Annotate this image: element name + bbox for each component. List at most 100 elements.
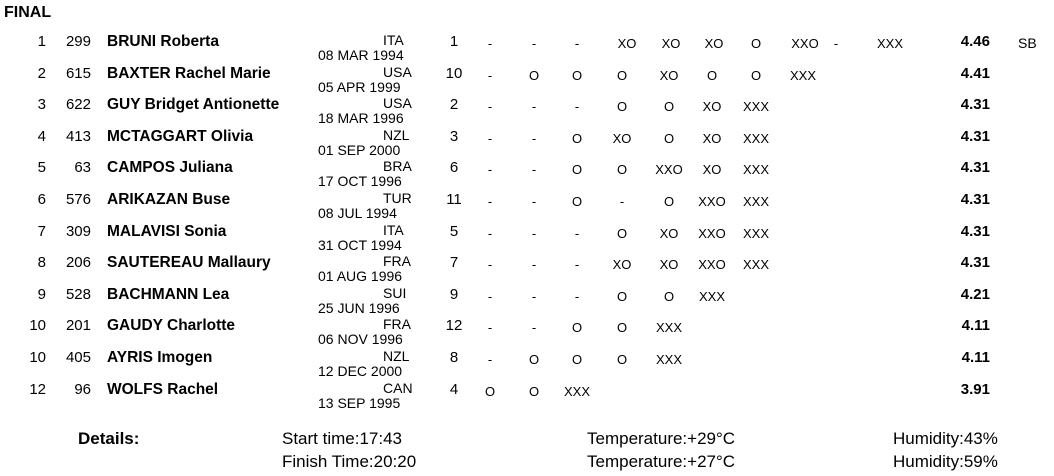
order-cell: 5 xyxy=(449,223,459,240)
rank-cell: 9 xyxy=(37,286,46,303)
start-time: Start time:17:43 xyxy=(282,429,403,448)
attempt-cell: XXO xyxy=(698,194,726,209)
attempt-cell: XXX xyxy=(698,289,725,304)
table-row: 1 299 BRUNI Roberta 08 MAR 1994 ITA 1 - - - - XO XO… xyxy=(0,32,1054,64)
attempt-cell: O xyxy=(571,352,583,367)
attempt-cell: XO xyxy=(659,226,679,241)
attempt-cell: - xyxy=(574,99,580,114)
attempt-cell: XO xyxy=(702,162,722,177)
details-label: Details: xyxy=(78,429,140,448)
athlete-name: BAXTER Rachel Marie xyxy=(107,65,271,82)
mark-cell: 3.91 xyxy=(960,381,990,398)
attempt-cell: O xyxy=(616,162,628,177)
attempt-cell: XXX xyxy=(563,384,590,399)
rank-cell: 5 xyxy=(37,159,46,176)
rank-cell: 3 xyxy=(37,96,46,113)
bib-cell: 309 xyxy=(65,223,91,240)
athlete-name: GUY Bridget Antionette xyxy=(107,96,280,113)
date-of-birth: 01 SEP 2000 xyxy=(318,142,401,158)
table-row: 12 96 WOLFS Rachel 13 SEP 1995 CAN 4 O O XXX 3.91 xyxy=(0,380,1054,412)
attempt-cell: - xyxy=(574,226,580,241)
bib-cell: 413 xyxy=(65,128,91,145)
attempt-cell: - xyxy=(487,131,493,146)
attempt-cell: - xyxy=(487,194,493,209)
nationality-code: NZL xyxy=(383,348,410,364)
attempt-cell: - xyxy=(833,36,839,51)
table-row: 5 63 CAMPOS Juliana 17 OCT 1996 BRA 6 - - O O XXO X… xyxy=(0,158,1054,190)
rank-cell: 8 xyxy=(37,254,46,271)
athlete-name: BACHMANN Lea xyxy=(107,286,230,303)
nationality-code: FRA xyxy=(383,253,411,269)
nationality-code: SUI xyxy=(383,285,407,301)
athlete-name: GAUDY Charlotte xyxy=(107,317,236,334)
table-row: 10 201 GAUDY Charlotte 06 NOV 1996 FRA 12 - - O O… xyxy=(0,316,1054,348)
bib-cell: 528 xyxy=(65,286,91,303)
order-cell: 1 xyxy=(449,33,459,50)
attempt-cell: XO xyxy=(702,99,722,114)
attempt-cell: XXX xyxy=(742,99,769,114)
attempt-cell: - xyxy=(487,257,493,272)
bib-cell: 299 xyxy=(65,33,91,50)
page-title: FINAL xyxy=(4,4,52,21)
athlete-name: AYRIS Imogen xyxy=(107,349,213,366)
table-row: 10 405 AYRIS Imogen 12 DEC 2000 NZL 8 - O O O XXX 4… xyxy=(0,348,1054,380)
attempt-cell: XO xyxy=(661,36,681,51)
attempt-cell: - xyxy=(487,68,493,83)
rank-cell: 6 xyxy=(37,191,46,208)
attempt-cell: - xyxy=(487,162,493,177)
mark-cell: 4.41 xyxy=(960,65,990,82)
attempt-cell: - xyxy=(531,194,537,209)
attempt-cell: XXX xyxy=(742,131,769,146)
attempt-cell: - xyxy=(487,320,493,335)
attempt-cell: XXO xyxy=(698,226,726,241)
mark-cell: 4.11 xyxy=(961,349,990,366)
date-of-birth: 01 AUG 1996 xyxy=(318,268,403,284)
rank-cell: 7 xyxy=(37,223,46,240)
attempt-cell: O xyxy=(663,131,675,146)
order-cell: 2 xyxy=(449,96,459,113)
attempt-cell: XXX xyxy=(742,194,769,209)
nationality-code: TUR xyxy=(383,190,412,206)
rank-cell: 2 xyxy=(37,65,46,82)
attempt-cell: XO xyxy=(612,131,632,146)
table-row: 6 576 ARIKAZAN Buse 08 JUL 1994 TUR 11 - - O - O XX… xyxy=(0,190,1054,222)
nationality-code: USA xyxy=(383,95,412,111)
athlete-name: MCTAGGART Olivia xyxy=(107,128,254,145)
date-of-birth: 31 OCT 1994 xyxy=(318,237,402,253)
date-of-birth: 05 APR 1999 xyxy=(318,79,401,95)
attempt-cell: XXO xyxy=(791,36,819,51)
attempt-cell: - xyxy=(487,352,493,367)
date-of-birth: 18 MAR 1996 xyxy=(318,110,404,126)
temperature-start: Temperature:+29°C xyxy=(587,429,736,448)
date-of-birth: 12 DEC 2000 xyxy=(318,363,403,379)
attempt-cell: XO xyxy=(612,257,632,272)
attempt-cell: XO xyxy=(659,68,679,83)
nationality-code: NZL xyxy=(383,127,410,143)
table-row: 3 622 GUY Bridget Antionette 18 MAR 1996 USA… xyxy=(0,95,1054,127)
bib-cell: 615 xyxy=(65,65,91,82)
mark-cell: 4.31 xyxy=(960,128,990,145)
nationality-code: ITA xyxy=(383,32,404,48)
mark-cell: 4.31 xyxy=(960,254,990,271)
attempt-cell: O xyxy=(571,131,583,146)
order-cell: 7 xyxy=(449,254,459,271)
attempt-cell: O xyxy=(616,352,628,367)
attempt-cell: O xyxy=(571,194,583,209)
attempt-cell: O xyxy=(571,162,583,177)
attempt-cell: XXX xyxy=(876,36,903,51)
table-row: 4 413 MCTAGGART Olivia 01 SEP 2000 NZL 3 - - O XO… xyxy=(0,127,1054,159)
attempt-cell: - xyxy=(531,99,537,114)
attempt-cell: O xyxy=(750,36,762,51)
bib-cell: 576 xyxy=(65,191,91,208)
attempt-cell: - xyxy=(531,36,537,51)
order-cell: 11 xyxy=(446,191,462,208)
attempt-cell: XXX xyxy=(742,226,769,241)
table-row: 8 206 SAUTEREAU Mallaury 01 AUG 1996 FRA 7 - - -… xyxy=(0,253,1054,285)
rank-cell: 1 xyxy=(37,33,46,50)
attempt-cell: XO xyxy=(617,36,637,51)
attempt-cell: - xyxy=(619,194,625,209)
attempt-cell: O xyxy=(616,320,628,335)
bib-cell: 96 xyxy=(74,381,91,398)
attempt-cell: - xyxy=(531,162,537,177)
mark-cell: 4.31 xyxy=(960,159,990,176)
